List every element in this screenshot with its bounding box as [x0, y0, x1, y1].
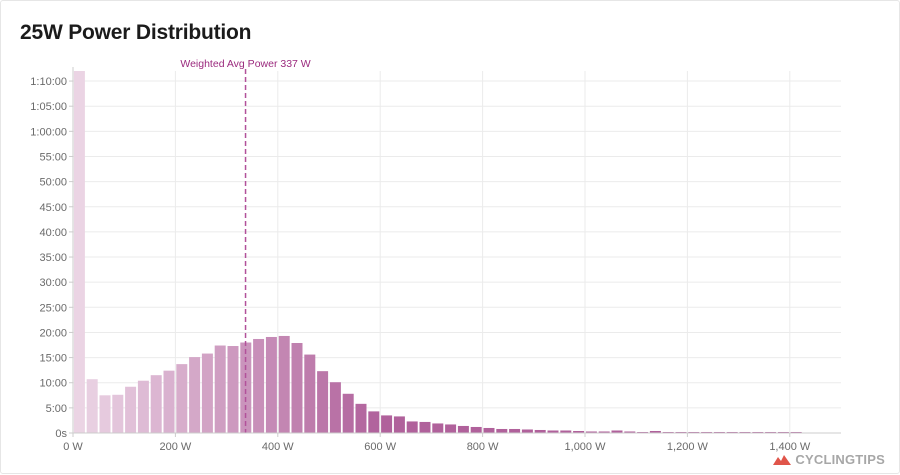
histogram-bar [649, 430, 661, 433]
histogram-bar [214, 345, 226, 433]
histogram-bar [560, 430, 572, 433]
histogram-bar [317, 371, 329, 433]
histogram-bar [227, 346, 239, 433]
x-tick-label: 800 W [467, 441, 499, 453]
histogram-bar [253, 338, 265, 433]
histogram-bar [163, 370, 175, 433]
x-tick-label: 1,400 W [769, 441, 811, 453]
histogram-bar [125, 386, 137, 433]
x-tick-label: 0 W [63, 441, 83, 453]
histogram-bar [713, 431, 725, 433]
histogram-bar [342, 393, 354, 433]
histogram-bar [777, 431, 789, 433]
histogram-bar [496, 428, 508, 433]
y-tick-label: 25:00 [39, 302, 67, 314]
histogram-bar [406, 421, 418, 433]
axes [69, 67, 841, 437]
histogram-bar [662, 431, 674, 433]
histogram-bar [329, 382, 341, 433]
y-tick-label: 45:00 [39, 202, 67, 214]
brand-name: CYCLINGTIPS [795, 452, 885, 467]
histogram-bar [585, 431, 597, 433]
histogram-bar [573, 430, 585, 433]
histogram-bar [483, 427, 495, 433]
y-tick-label: 40:00 [39, 227, 67, 239]
y-tick-label: 5:00 [46, 403, 67, 415]
histogram-bar [176, 364, 188, 433]
histogram-bar [445, 424, 457, 433]
histogram-bar [381, 415, 393, 433]
x-tick-label: 400 W [262, 441, 294, 453]
y-tick-label: 0s [55, 428, 67, 440]
histogram-bar [432, 423, 444, 433]
histogram-bar [765, 431, 777, 433]
grid-lines [73, 71, 841, 433]
histogram-bar [470, 426, 482, 433]
histogram-bar [201, 353, 213, 433]
histogram-bar [637, 431, 649, 433]
y-tick-label: 15:00 [39, 353, 67, 365]
histogram-bar [304, 354, 316, 433]
histogram-bar [86, 379, 98, 433]
histogram-bar [611, 430, 623, 433]
y-tick-label: 55:00 [39, 151, 67, 163]
histogram-bar [547, 430, 559, 433]
histogram-bar [701, 431, 713, 433]
histogram-bar [726, 431, 738, 433]
histogram-bar [457, 425, 469, 433]
y-tick-label: 20:00 [39, 327, 67, 339]
y-tick-label: 50:00 [39, 177, 67, 189]
histogram-bar [189, 357, 201, 433]
y-tick-label: 1:00:00 [30, 126, 67, 138]
y-tick-label: 30:00 [39, 277, 67, 289]
histogram-bar [790, 431, 802, 433]
histogram-bar [509, 428, 521, 433]
histogram-bar [240, 342, 252, 433]
histogram-bar [278, 335, 290, 433]
histogram-bars [73, 71, 802, 433]
y-tick-label: 1:05:00 [30, 101, 67, 113]
histogram-bar [419, 421, 431, 433]
histogram-bar [521, 429, 533, 433]
reference-line-group: Weighted Avg Power 337 W [180, 58, 311, 433]
histogram-bar [265, 336, 277, 433]
histogram-bar [368, 411, 380, 433]
histogram-bar [688, 431, 700, 433]
cyclingtips-logo: CYCLINGTIPS [773, 452, 885, 467]
histogram-bar [99, 395, 111, 433]
y-tick-label: 1:10:00 [30, 76, 67, 88]
histogram-bar [291, 343, 303, 433]
histogram-bar [624, 431, 636, 433]
histogram-bar [752, 431, 764, 433]
histogram-bar [534, 429, 546, 433]
histogram-bar [73, 71, 85, 433]
chart-title: 25W Power Distribution [20, 21, 252, 44]
histogram-bar [598, 431, 610, 433]
x-tick-label: 600 W [364, 441, 396, 453]
x-tick-label: 1,200 W [667, 441, 709, 453]
x-tick-label: 200 W [160, 441, 192, 453]
y-tick-label: 10:00 [39, 378, 67, 390]
histogram-bar [150, 375, 162, 433]
histogram-bar [137, 380, 149, 433]
tick-labels: 0s 5:00 10:00 15:00 20:00 25:00 30:00 35:00 40:0… [30, 76, 811, 453]
histogram-bar [355, 403, 367, 433]
histogram-bar [675, 431, 687, 433]
histogram-bar [393, 416, 405, 433]
mountain-icon [773, 454, 792, 465]
histogram-bar [112, 394, 124, 433]
histogram-bar [739, 431, 751, 433]
x-tick-label: 1,000 W [565, 441, 607, 453]
y-tick-label: 35:00 [39, 252, 67, 264]
weighted-avg-power-label: Weighted Avg Power 337 W [180, 58, 310, 70]
